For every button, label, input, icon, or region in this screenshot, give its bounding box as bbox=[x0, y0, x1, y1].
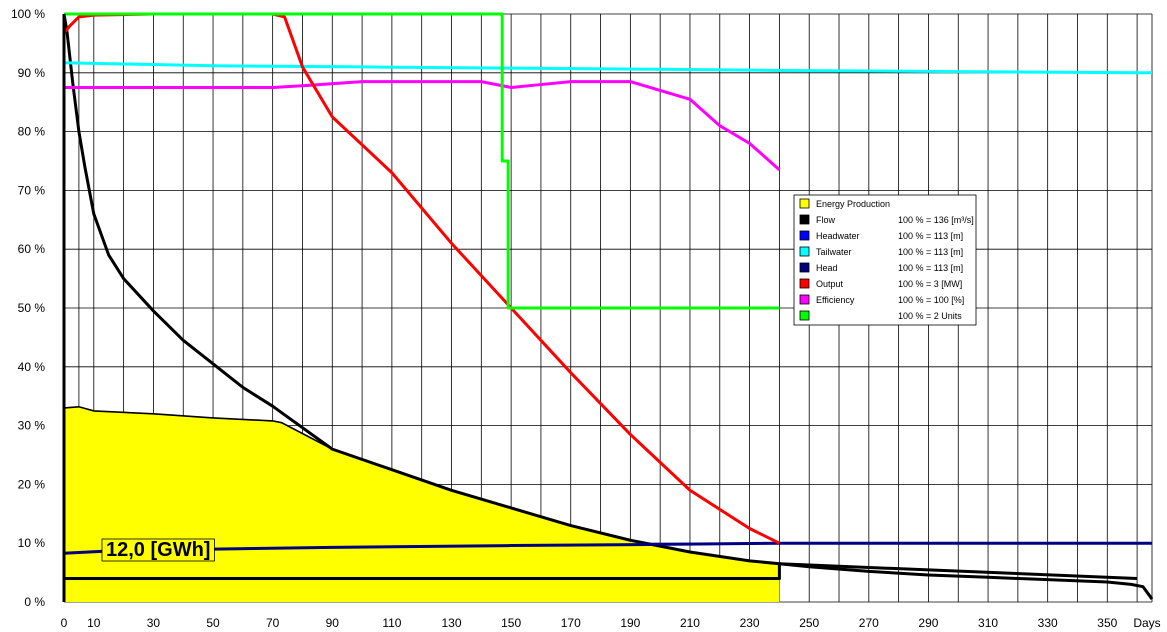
units-line bbox=[64, 12, 780, 310]
x-axis-ticks: 0 10 30 50 70 90 110 130 150 170 190 210 230 250 270 29… bbox=[61, 616, 1118, 630]
legend-label: Tailwater bbox=[816, 247, 852, 257]
legend-scale: 100 % = 2 Units bbox=[898, 311, 962, 321]
efficiency-line bbox=[64, 80, 781, 171]
x-tick-label: 50 bbox=[206, 616, 220, 630]
x-tick-label: 210 bbox=[680, 616, 700, 630]
legend-label: Head bbox=[816, 263, 838, 273]
annotation-box bbox=[101, 538, 215, 562]
legend-scale: 100 % = 100 [%] bbox=[898, 295, 964, 305]
legend-label: Output bbox=[816, 279, 844, 289]
y-tick-label: 10 % bbox=[18, 536, 46, 550]
legend-swatch bbox=[799, 262, 810, 273]
y-tick-label: 30 % bbox=[18, 419, 46, 433]
y-axis-ticks: 0 % 10 % 20 % 30 % 40 % 50 % 60 % 70 % 80 % 90 % 1… bbox=[11, 7, 45, 609]
legend-swatch bbox=[799, 294, 810, 305]
y-tick-label: 60 % bbox=[18, 242, 46, 256]
x-tick-label: 190 bbox=[620, 616, 640, 630]
y-tick-label: 50 % bbox=[18, 301, 46, 315]
x-tick-label: 330 bbox=[1038, 616, 1058, 630]
legend-label: Headwater bbox=[816, 231, 860, 241]
y-tick-label: 100 % bbox=[11, 7, 45, 21]
legend-scale: 100 % = 113 [m] bbox=[898, 247, 963, 257]
x-tick-label: 150 bbox=[501, 616, 521, 630]
x-tick-label: 270 bbox=[859, 616, 879, 630]
x-tick-label: 110 bbox=[382, 616, 401, 630]
legend-swatch bbox=[799, 214, 810, 225]
legend-label: Energy Production bbox=[816, 199, 890, 209]
legend-scale: 100 % = 113 [m] bbox=[898, 263, 963, 273]
x-tick-label: 30 bbox=[147, 616, 161, 630]
legend-swatch bbox=[799, 198, 810, 209]
x-tick-label: 130 bbox=[441, 616, 461, 630]
x-tick-label: 0 bbox=[61, 616, 68, 630]
minimum-line bbox=[64, 562, 1138, 580]
tailwater-line bbox=[63, 61, 1153, 75]
x-tick-label: 10 bbox=[87, 616, 101, 630]
legend: Energy Production Flow 100 % = 136 [m³/s] H… bbox=[793, 194, 977, 326]
energy-production-area bbox=[64, 406, 780, 602]
legend-label: Efficiency bbox=[816, 295, 855, 305]
x-tick-label: 170 bbox=[561, 616, 581, 630]
x-tick-label: 250 bbox=[799, 616, 819, 630]
y-tick-label: 0 % bbox=[24, 595, 45, 609]
x-tick-label: 230 bbox=[740, 616, 760, 630]
x-tick-label: 310 bbox=[978, 616, 998, 630]
x-tick-label: 290 bbox=[918, 616, 938, 630]
x-tick-label: 90 bbox=[326, 616, 340, 630]
legend-box bbox=[793, 194, 977, 326]
legend-scale: 100 % = 3 [MW] bbox=[898, 279, 962, 289]
legend-swatch bbox=[799, 278, 810, 289]
y-tick-label: 90 % bbox=[18, 66, 46, 80]
y-tick-label: 80 % bbox=[18, 125, 46, 139]
x-tick-label: 70 bbox=[266, 616, 280, 630]
y-tick-label: 70 % bbox=[18, 183, 46, 197]
legend-swatch bbox=[799, 230, 810, 241]
x-axis-label: Days bbox=[1133, 616, 1160, 630]
energy-annotation: 12,0 [GWh] bbox=[106, 539, 210, 561]
flow-line bbox=[62, 13, 1154, 600]
legend-label: Flow bbox=[816, 215, 836, 225]
legend-scale: 100 % = 113 [m] bbox=[898, 231, 963, 241]
x-tick-label: 350 bbox=[1097, 616, 1117, 630]
legend-scale: 100 % = 136 [m³/s] bbox=[898, 215, 974, 225]
y-tick-label: 20 % bbox=[18, 477, 46, 491]
legend-swatch bbox=[799, 310, 810, 321]
y-tick-label: 40 % bbox=[18, 360, 46, 374]
legend-swatch bbox=[799, 246, 810, 257]
